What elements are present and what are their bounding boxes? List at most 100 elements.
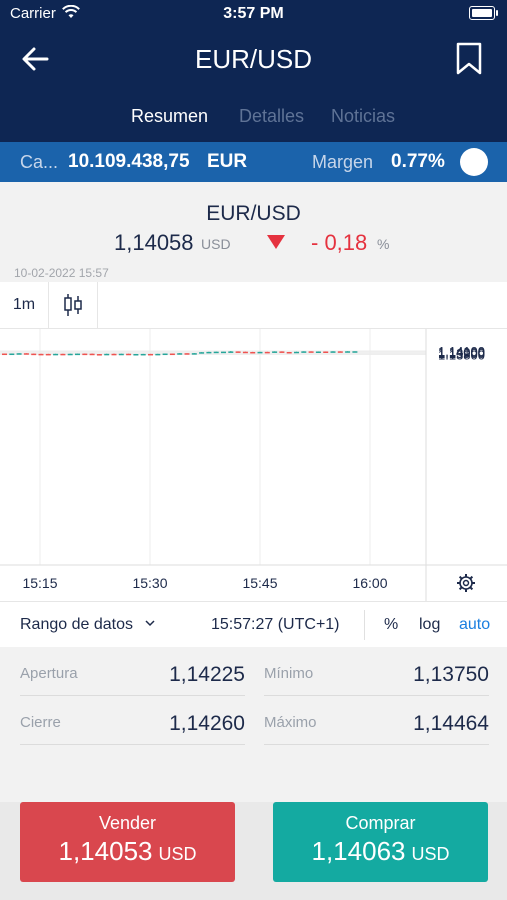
candle-down: [126, 353, 132, 356]
stat-label: Cierre: [20, 714, 61, 731]
candle-up: [352, 351, 358, 353]
candle-up: [155, 353, 161, 356]
candle-up: [118, 353, 124, 356]
account-bar: Ca... 10.109.438,75 EUR Margen 0.77%: [0, 142, 507, 182]
sell-button[interactable]: Vender 1,14053 USD: [20, 802, 235, 882]
stat-label: Mínimo: [264, 665, 314, 682]
stat-label: Máximo: [264, 714, 317, 731]
stat-value: 1,14225: [169, 663, 245, 686]
status-bar: Carrier 3:57 PM: [0, 0, 507, 30]
candle-down: [308, 351, 314, 353]
carrier-label: Carrier: [10, 5, 56, 22]
chevron-down-icon[interactable]: [144, 617, 156, 632]
candle-down: [323, 351, 329, 353]
stat-value: 1,14260: [169, 712, 245, 735]
candle-up: [213, 351, 219, 354]
buy-price-row: 1,14063 USD: [273, 836, 488, 867]
candle-down: [286, 351, 292, 354]
candle-down: [148, 353, 153, 356]
candle-up: [140, 353, 146, 356]
chart-toolbar: 1m: [0, 282, 507, 329]
margin-gauge-icon[interactable]: [460, 148, 488, 176]
margin-value: 0.77%: [391, 151, 445, 172]
candle-up: [257, 351, 263, 354]
stat-minimo: Mínimo 1,13750: [264, 651, 489, 696]
x-tick-label: 15:30: [132, 575, 167, 591]
stat-label: Apertura: [20, 665, 78, 682]
instrument-name: EUR/USD: [206, 202, 301, 225]
stat-value: 1,14464: [413, 712, 489, 735]
x-tick-label: 16:00: [352, 575, 387, 591]
candle-up: [191, 353, 197, 355]
sell-label: Vender: [98, 813, 157, 833]
candle-up: [53, 353, 59, 356]
percent-toggle[interactable]: %: [384, 616, 399, 633]
timeframe-button[interactable]: 1m: [0, 282, 49, 328]
candlestick-icon: [64, 294, 82, 316]
quote-price: 1,14058: [114, 230, 194, 255]
buy-unit: USD: [411, 844, 450, 864]
candle-up: [75, 353, 80, 356]
candle-down: [31, 353, 37, 356]
account-value: 10.109.438,75: [68, 151, 190, 172]
y-tick-label: 1.14000: [438, 345, 485, 360]
buy-label: Comprar: [345, 813, 416, 833]
buy-price: 1,14063: [311, 836, 406, 866]
candle-up: [104, 353, 110, 356]
candle-up: [228, 351, 234, 353]
stat-value: 1,13750: [413, 663, 489, 686]
divider: [364, 610, 365, 640]
candle-up: [206, 351, 212, 354]
candle-up: [221, 351, 226, 354]
trade-actions: Vender 1,14053 USD Comprar 1,14063 USD: [0, 802, 507, 900]
y-tick-label: 1.13900: [438, 346, 485, 361]
gear-icon[interactable]: [457, 574, 475, 592]
candle-down: [235, 351, 241, 353]
quote-unit: USD: [201, 236, 231, 252]
range-bar: Rango de datos 15:57:27 (UTC+1) % log au…: [0, 601, 507, 648]
tab-resumen[interactable]: Resumen: [131, 106, 209, 126]
back-button[interactable]: [20, 44, 60, 76]
bookmark-icon: [456, 42, 482, 75]
candle-down: [250, 351, 256, 354]
x-tick-label: 15:15: [22, 575, 57, 591]
log-toggle[interactable]: log: [419, 616, 441, 633]
candle-up: [133, 353, 139, 356]
quote-timestamp: 10-02-2022 15:57: [14, 266, 109, 280]
bookmark-button[interactable]: [455, 42, 485, 78]
x-tick-label: 15:45: [242, 575, 277, 591]
chart-type-button[interactable]: [49, 282, 98, 328]
tab-bar: Resumen Detalles Noticias: [0, 106, 507, 130]
candle-down: [60, 353, 66, 356]
quote-change-unit: %: [377, 236, 390, 252]
candle-up: [16, 353, 22, 355]
account-currency: EUR: [207, 151, 248, 172]
data-range-dropdown[interactable]: Rango de datos: [20, 616, 133, 633]
candle-up: [199, 352, 205, 354]
stat-cierre: Cierre 1,14260: [20, 700, 245, 745]
wifi-icon: [62, 5, 80, 18]
candle-down: [45, 353, 51, 356]
tab-detalles[interactable]: Detalles: [239, 106, 305, 126]
candle-down: [242, 351, 248, 354]
stat-apertura: Apertura 1,14225: [20, 651, 245, 696]
candle-up: [162, 353, 168, 356]
candle-down: [82, 353, 88, 356]
arrow-left-icon: [22, 47, 49, 71]
stats-panel: Apertura 1,14225 Mínimo 1,13750 Cierre 1…: [0, 647, 507, 802]
auto-toggle[interactable]: auto: [459, 616, 491, 633]
margin-label: Margen: [312, 152, 374, 172]
buy-button[interactable]: Comprar 1,14063 USD: [273, 802, 488, 882]
tab-noticias[interactable]: Noticias: [331, 106, 396, 126]
candle-down: [111, 353, 117, 356]
candle-down: [23, 353, 29, 355]
candle-down: [89, 353, 95, 356]
sell-price-row: 1,14053 USD: [20, 836, 235, 867]
candle-up: [272, 351, 278, 353]
battery-icon: [469, 6, 498, 20]
candle-down: [2, 353, 7, 356]
candle-up: [301, 351, 307, 353]
app-header: EUR/USD Resumen Detalles Noticias: [0, 30, 507, 142]
chart-time: 15:57:27 (UTC+1): [211, 616, 340, 633]
